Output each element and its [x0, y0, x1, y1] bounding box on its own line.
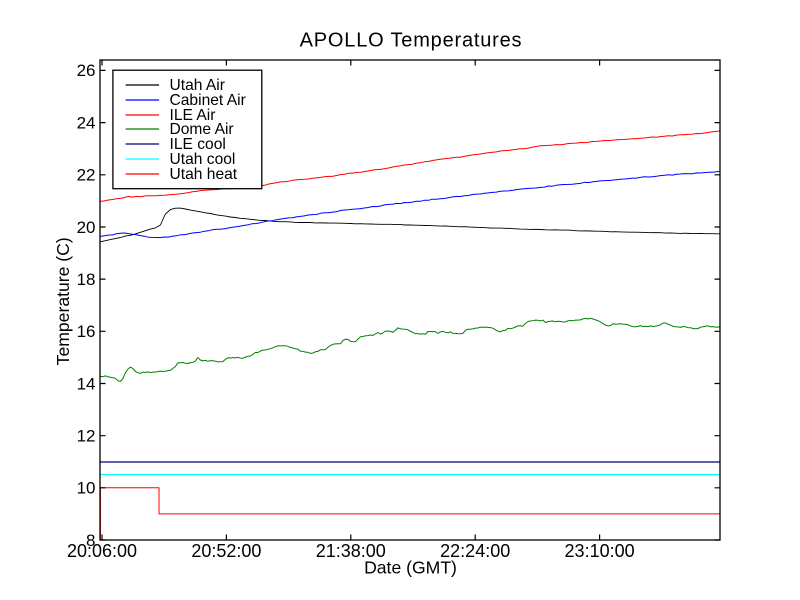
svg-text:20: 20	[77, 218, 96, 237]
svg-text:24: 24	[77, 113, 96, 132]
svg-text:22: 22	[77, 166, 96, 185]
svg-text:18: 18	[77, 270, 96, 289]
svg-text:ILE Air: ILE Air	[170, 107, 216, 124]
svg-text:APOLLO Temperatures: APOLLO Temperatures	[300, 30, 523, 52]
svg-text:16: 16	[77, 322, 96, 341]
svg-text:Utah cool: Utah cool	[170, 151, 236, 168]
svg-text:Date (GMT): Date (GMT)	[364, 558, 457, 578]
svg-text:26: 26	[77, 61, 96, 80]
svg-text:20:06:00: 20:06:00	[67, 541, 137, 561]
svg-text:Cabinet Air: Cabinet Air	[170, 92, 246, 109]
svg-text:12: 12	[77, 427, 96, 446]
svg-text:22:24:00: 22:24:00	[440, 541, 510, 561]
svg-text:Dome Air: Dome Air	[170, 121, 234, 138]
svg-text:23:10:00: 23:10:00	[565, 541, 635, 561]
svg-text:21:38:00: 21:38:00	[316, 541, 386, 561]
svg-text:8: 8	[86, 531, 95, 550]
svg-text:20:52:00: 20:52:00	[191, 541, 261, 561]
svg-text:Temperature (C): Temperature (C)	[53, 237, 73, 365]
svg-text:ILE cool: ILE cool	[170, 136, 226, 153]
svg-text:Utah Air: Utah Air	[170, 77, 225, 94]
svg-text:10: 10	[77, 479, 96, 498]
svg-text:14: 14	[77, 374, 96, 393]
svg-text:Utah heat: Utah heat	[170, 166, 238, 183]
